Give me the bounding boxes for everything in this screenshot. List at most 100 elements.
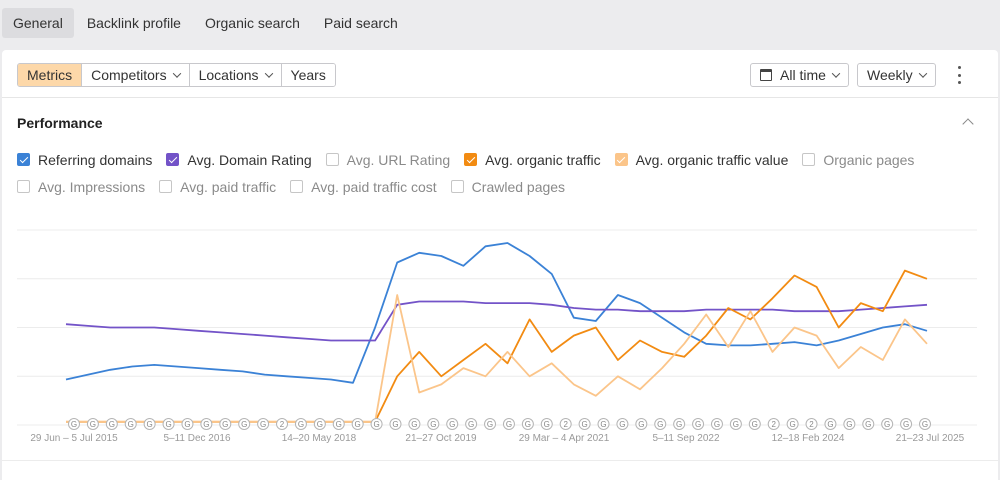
divider (2, 460, 998, 461)
annotation-marker-label: G (298, 420, 304, 429)
metric-label: Avg. paid traffic cost (311, 178, 437, 195)
checkbox[interactable] (17, 180, 30, 193)
segment-competitors[interactable]: Competitors (81, 64, 189, 86)
checkbox[interactable] (464, 153, 478, 166)
annotation-marker-label: G (676, 420, 682, 429)
metric-toggle-avg-impressions[interactable]: Avg. Impressions (17, 179, 145, 195)
annotation-marker-label: G (128, 420, 134, 429)
annotation-marker-label: G (468, 420, 474, 429)
annotation-marker-label: G (392, 420, 398, 429)
annotation-marker (786, 418, 799, 430)
annotation-marker-label: G (184, 420, 190, 429)
annotation-marker-label: G (373, 420, 379, 429)
x-tick-label: 5–11 Sep 2022 (652, 433, 720, 444)
annotation-marker-label: G (714, 420, 720, 429)
date-range-dropdown[interactable]: All time (750, 63, 849, 87)
x-tick-label: 21–23 Jul 2025 (896, 433, 965, 444)
annotation-marker (559, 418, 572, 430)
checkbox[interactable] (166, 153, 180, 166)
annotation-marker (446, 418, 459, 430)
metric-toggle-referring-domains[interactable]: Referring domains (17, 152, 152, 168)
checkbox[interactable] (290, 180, 304, 193)
report-tabs: General Backlink profile Organic search Pai… (0, 0, 1000, 46)
annotation-marker (767, 418, 780, 430)
annotation-marker (351, 418, 364, 430)
chevron-down-icon (264, 69, 273, 78)
annotation-marker (181, 418, 194, 430)
annotation-marker-label: 2 (771, 420, 776, 429)
annotation-marker (578, 418, 591, 430)
annotation-marker (408, 418, 421, 430)
annotation-marker-label: G (109, 420, 115, 429)
tab-backlink-profile[interactable]: Backlink profile (86, 15, 181, 31)
annotation-marker-label: G (222, 420, 228, 429)
checkbox[interactable] (614, 153, 628, 166)
series-line-2 (66, 269, 928, 423)
annotation-marker (748, 418, 761, 430)
tab-organic-search[interactable]: Organic search (204, 15, 300, 31)
section-title: Performance (17, 115, 103, 131)
annotation-marker-label: G (790, 420, 796, 429)
annotation-marker-label: G (733, 420, 739, 429)
checkbox[interactable] (325, 153, 339, 166)
metric-row: Avg. Impressions Avg. paid traffic Avg. pa… (17, 173, 977, 200)
segment-label: Locations (198, 67, 259, 83)
annotation-marker (389, 418, 402, 430)
annotation-marker (710, 418, 723, 430)
annotation-marker-label: G (922, 420, 928, 429)
chart-toolbar: Metrics Competitors Locations Years All tim… (2, 50, 998, 98)
annotation-marker-label: G (90, 420, 96, 429)
annotation-marker (900, 418, 913, 430)
x-tick-label: 12–18 Feb 2024 (772, 433, 845, 444)
annotation-marker-label: G (827, 420, 833, 429)
annotation-marker-label: G (657, 420, 663, 429)
metric-toggle-organic-pages[interactable]: Organic pages (802, 152, 914, 168)
metric-toggle-avg-paid-traffic[interactable]: Avg. paid traffic (159, 179, 276, 195)
annotation-marker (162, 418, 175, 430)
annotation-marker (219, 418, 232, 430)
tab-general[interactable]: General (2, 8, 74, 38)
annotation-marker-label: G (638, 420, 644, 429)
metric-toggle-avg-paid-traffic-cost[interactable]: Avg. paid traffic cost (290, 179, 437, 195)
checkbox[interactable] (17, 153, 30, 166)
chevron-up-icon[interactable] (962, 118, 974, 130)
annotation-marker (654, 418, 667, 430)
metric-toggle-avg-domain-rating[interactable]: Avg. Domain Rating (166, 151, 312, 168)
annotation-marker (332, 418, 345, 430)
metric-toggle-avg-organic-traffic[interactable]: Avg. organic traffic (464, 152, 601, 168)
annotation-marker (843, 418, 856, 430)
annotation-marker (540, 418, 553, 430)
annotation-marker-label: G (525, 420, 531, 429)
checkbox[interactable] (159, 180, 173, 193)
metric-toggle-crawled-pages[interactable]: Crawled pages (450, 179, 565, 195)
annotation-marker (238, 418, 251, 430)
interval-dropdown[interactable]: Weekly (857, 63, 936, 87)
annotation-marker (673, 418, 686, 430)
annotation-marker (521, 418, 534, 430)
annotation-marker-label: G (487, 420, 493, 429)
x-tick-label: 29 Mar – 4 Apr 2021 (519, 433, 610, 444)
checkbox[interactable] (802, 153, 816, 166)
annotation-marker (294, 418, 307, 430)
segment-metrics[interactable]: Metrics (18, 64, 82, 86)
metric-toggle-avg-url-rating[interactable]: Avg. URL Rating (325, 152, 450, 168)
tab-paid-search[interactable]: Paid search (323, 15, 398, 31)
series-line-3 (66, 294, 928, 423)
more-options-icon[interactable] (955, 66, 963, 84)
segment-label: Competitors (91, 67, 167, 83)
checkbox[interactable] (450, 180, 464, 193)
x-tick-label: 14–20 May 2018 (282, 433, 357, 444)
overview-card: Metrics Competitors Locations Years All tim… (2, 50, 998, 480)
x-tick-label: 29 Jun – 5 Jul 2015 (30, 433, 118, 444)
metric-row: Referring domains Avg. Domain Rating Avg. … (17, 146, 977, 173)
segment-locations[interactable]: Locations (188, 64, 281, 86)
annotation-marker (484, 418, 497, 430)
metric-label: Avg. Domain Rating (187, 151, 312, 168)
metric-toggle-avg-organic-traffic-value[interactable]: Avg. organic traffic value (614, 152, 788, 168)
segment-years[interactable]: Years (280, 64, 335, 86)
annotation-marker (68, 418, 80, 430)
calendar-icon (760, 69, 772, 81)
segment-label: Years (290, 67, 326, 83)
x-tick-label: 5–11 Dec 2016 (163, 433, 231, 444)
x-tick-label: 21–27 Oct 2019 (405, 433, 477, 444)
